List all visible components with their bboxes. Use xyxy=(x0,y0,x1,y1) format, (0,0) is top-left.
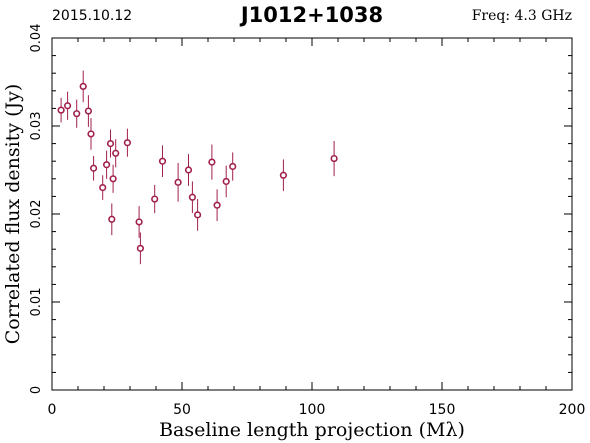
x-axis-ticks: 0 50 100 150 200 xyxy=(48,38,586,418)
y-tick-label: 0 xyxy=(29,386,44,394)
data-point xyxy=(109,175,117,183)
data-point xyxy=(208,158,216,166)
data-point xyxy=(151,195,159,203)
y-axis-label: Correlated flux density (Jy) xyxy=(2,84,24,345)
data-points xyxy=(57,70,338,265)
data-point xyxy=(229,162,237,171)
data-point xyxy=(63,102,72,110)
data-point xyxy=(112,149,120,157)
y-tick-label: 0.04 xyxy=(29,24,44,53)
data-point xyxy=(136,244,144,252)
data-point xyxy=(184,166,193,174)
data-point xyxy=(99,184,107,192)
y-axis-ticks: 0 0.01 0.02 0.03 0.04 xyxy=(29,24,572,394)
y-tick-label: 0.03 xyxy=(29,112,44,141)
data-point xyxy=(87,130,95,138)
data-point xyxy=(194,211,202,219)
plot-frame xyxy=(51,37,573,391)
frequency-label: Freq: 4.3 GHz xyxy=(472,8,572,24)
data-point xyxy=(135,218,143,226)
data-point xyxy=(158,157,167,165)
data-point xyxy=(279,171,288,179)
data-point xyxy=(102,161,111,169)
data-point xyxy=(174,178,182,186)
y-tick-label: 0.02 xyxy=(29,200,44,229)
data-point xyxy=(123,139,131,147)
x-tick-label: 200 xyxy=(559,402,586,418)
x-tick-label: 100 xyxy=(299,402,326,418)
data-point xyxy=(89,164,98,172)
data-point xyxy=(330,154,338,163)
x-tick-label: 150 xyxy=(429,402,456,418)
data-point xyxy=(108,215,116,223)
chart-title: J1012+1038 xyxy=(239,3,383,27)
data-point xyxy=(213,201,221,209)
x-tick-label: 0 xyxy=(48,402,57,418)
x-axis-label: Baseline length projection (Mλ) xyxy=(159,419,465,441)
data-point xyxy=(188,193,196,201)
data-point xyxy=(57,106,65,114)
data-point xyxy=(84,107,92,115)
x-tick-label: 50 xyxy=(173,402,191,418)
y-tick-label: 0.01 xyxy=(29,288,44,317)
data-point xyxy=(106,140,115,148)
data-point xyxy=(73,110,81,118)
observation-date: 2015.10.12 xyxy=(52,8,132,24)
data-point xyxy=(79,82,87,90)
data-point xyxy=(222,177,230,186)
